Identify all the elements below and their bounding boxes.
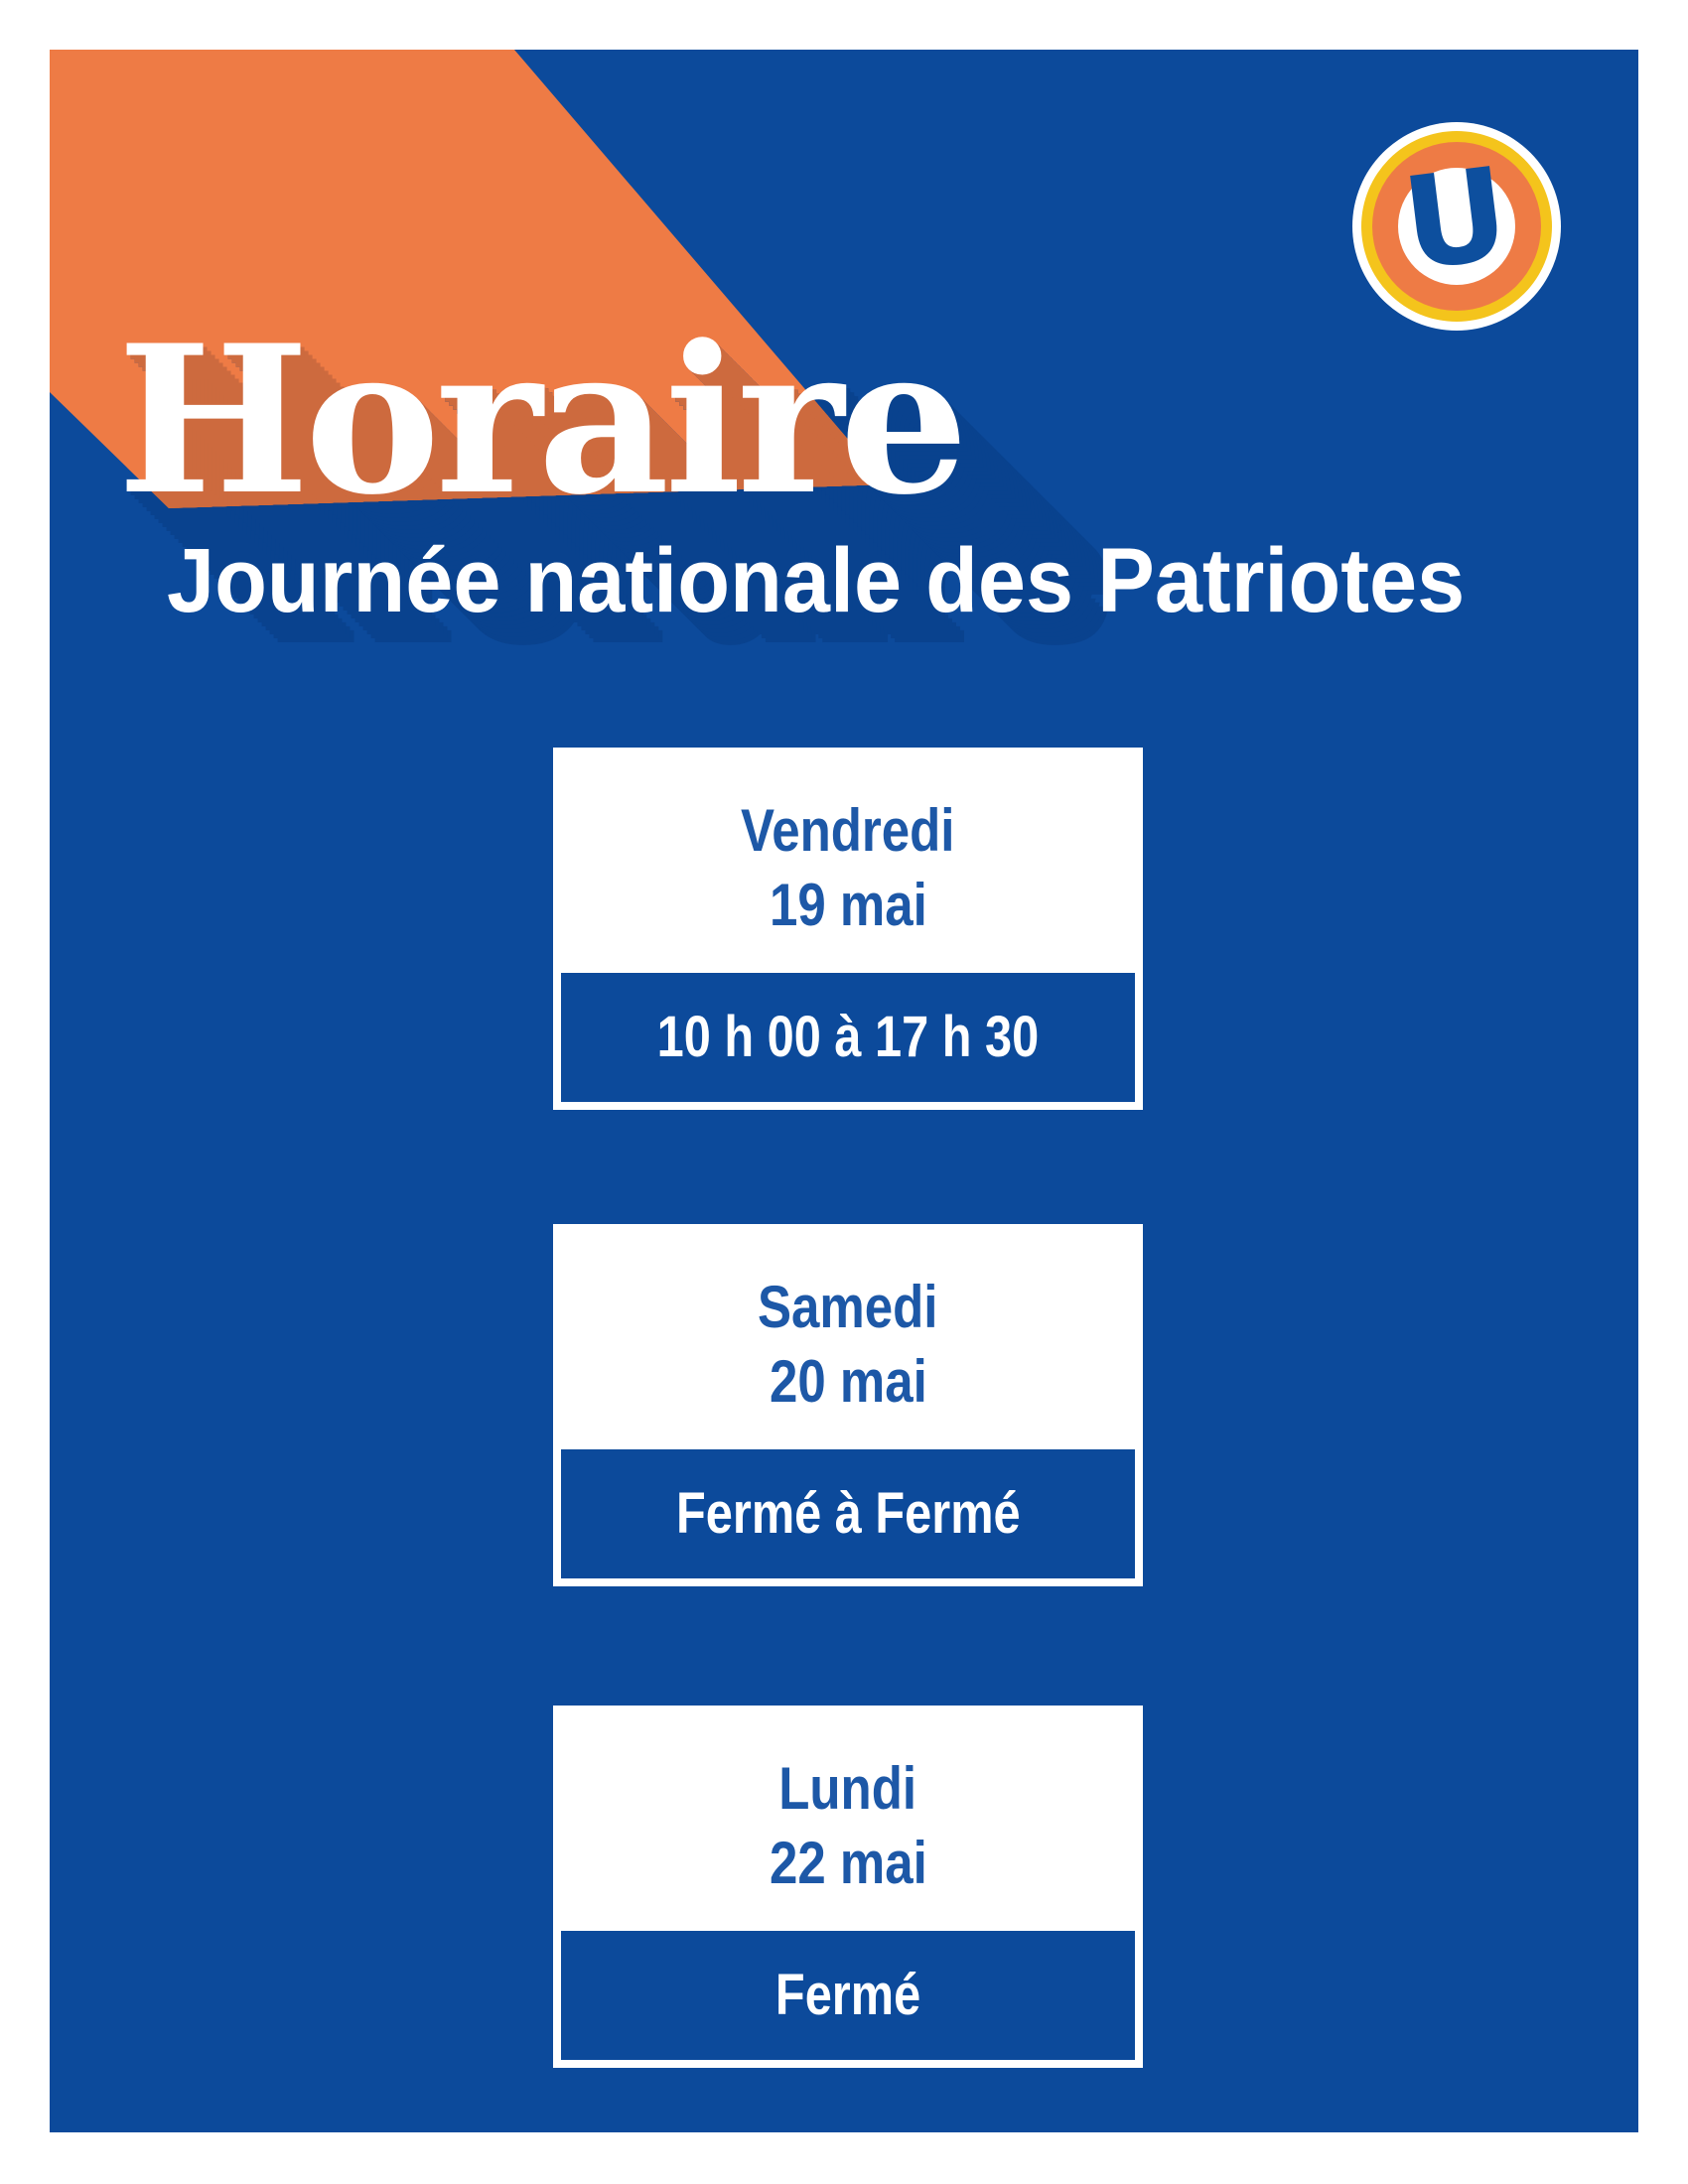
card-day-label: Lundi	[778, 1754, 917, 1822]
card-date-label: 19 mai	[769, 871, 927, 938]
card-header: Vendredi 19 mai	[553, 748, 1143, 973]
card-header: Lundi 22 mai	[553, 1706, 1143, 1931]
card-header: Samedi 20 mai	[553, 1224, 1143, 1449]
card-hours-label: Fermé à Fermé	[675, 1481, 1021, 1546]
schedule-card-samedi: Samedi 20 mai Fermé à Fermé	[553, 1224, 1143, 1586]
logo-yellow-ring: U	[1361, 131, 1552, 322]
logo-white-disc: U	[1396, 140, 1516, 300]
card-hours-bar: Fermé	[561, 1931, 1135, 2060]
logo-orange-ring: U	[1372, 140, 1541, 311]
card-hours-bar: Fermé à Fermé	[561, 1449, 1135, 1578]
card-day-label: Samedi	[758, 1273, 938, 1340]
brand-logo: U	[1352, 122, 1561, 331]
card-hours-label: Fermé	[774, 1963, 921, 2027]
card-hours-bar: 10 h 00 à 17 h 30	[561, 973, 1135, 1102]
card-hours-label: 10 h 00 à 17 h 30	[656, 1005, 1040, 1069]
page-subtitle: Journée nationale des Patriotes	[167, 530, 1466, 631]
page-title: Horaire	[117, 302, 969, 540]
card-day-label: Vendredi	[741, 796, 955, 864]
poster-background: Horaire Horaire Horaire Journée national…	[50, 50, 1638, 2132]
logo-u-letter: U	[1395, 140, 1516, 300]
title-long-shadow-blue: Horaire	[117, 302, 969, 540]
orange-diagonal-shape	[50, 50, 887, 508]
schedule-card-vendredi: Vendredi 19 mai 10 h 00 à 17 h 30	[553, 748, 1143, 1110]
card-date-label: 20 mai	[769, 1347, 927, 1415]
card-date-label: 22 mai	[769, 1829, 927, 1896]
schedule-card-lundi: Lundi 22 mai Fermé	[553, 1706, 1143, 2068]
